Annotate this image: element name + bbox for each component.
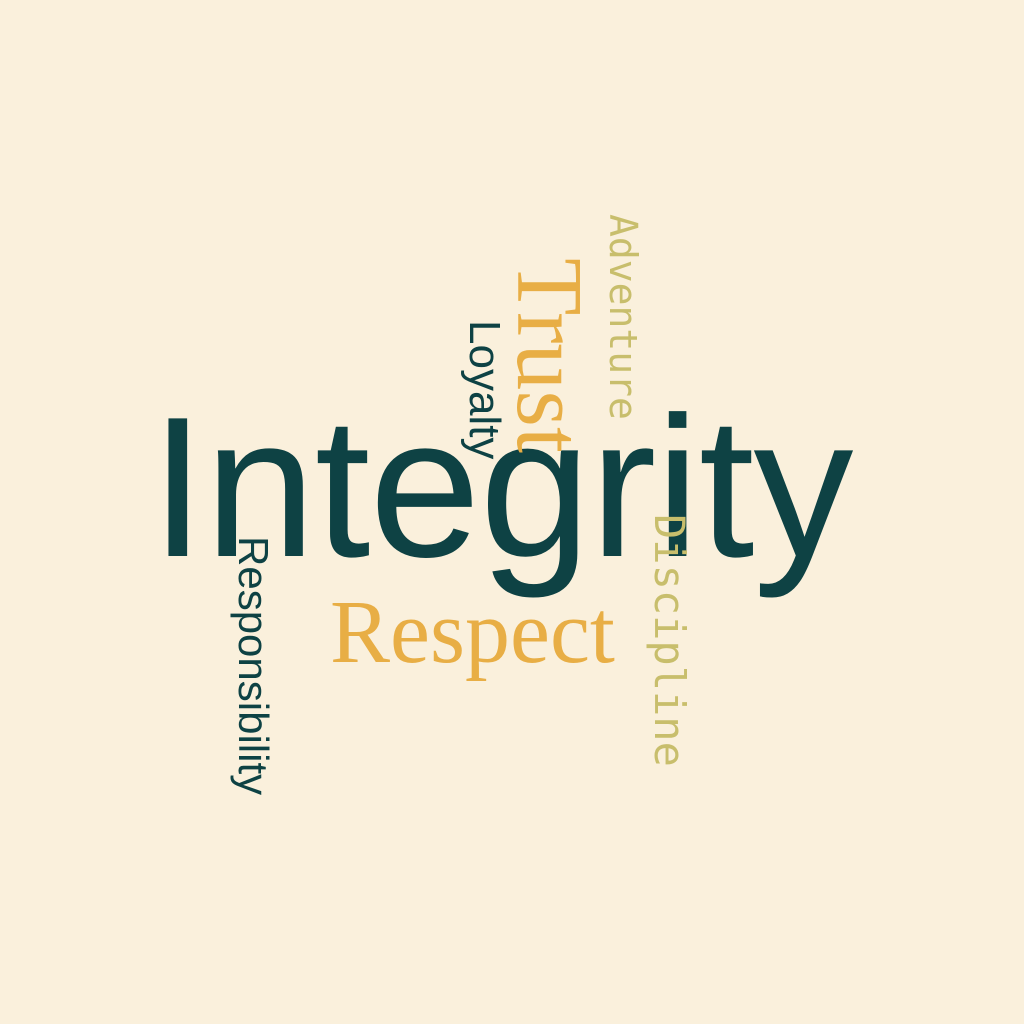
word-adventure: Adventure [601, 214, 645, 420]
word-integrity: Integrity [150, 376, 853, 599]
word-loyalty: Loyalty [460, 320, 509, 460]
word-trust: Trust [497, 258, 601, 454]
word-respect: Respect [330, 583, 615, 682]
word-responsibility: Responsibility [230, 536, 277, 796]
word-discipline: Discipline [645, 514, 694, 767]
